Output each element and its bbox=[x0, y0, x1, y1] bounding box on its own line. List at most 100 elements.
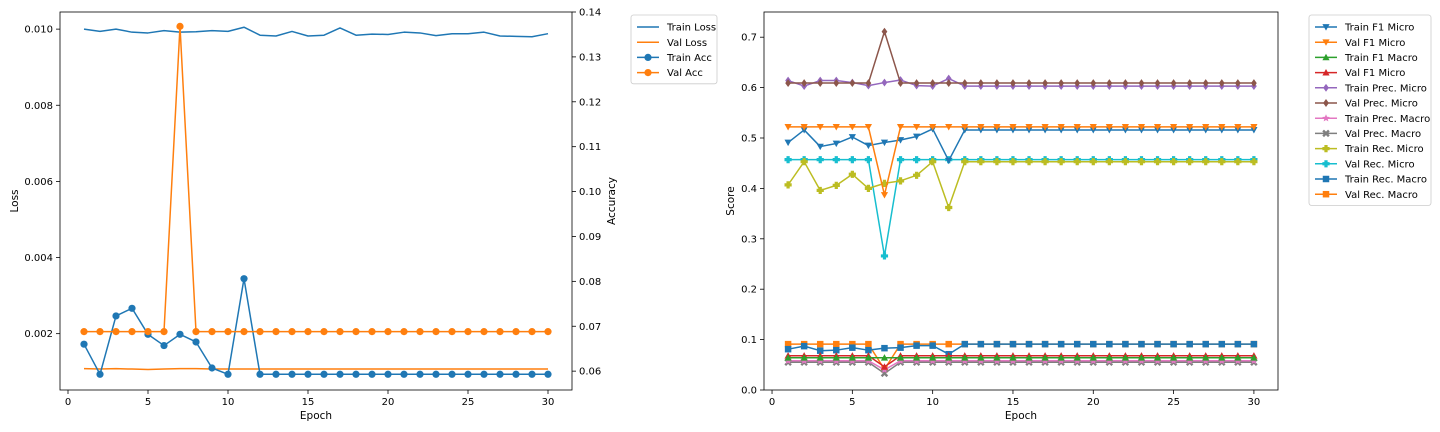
data-point bbox=[1025, 354, 1033, 361]
series-line bbox=[83, 277, 548, 376]
data-point bbox=[1153, 158, 1162, 166]
data-point bbox=[1234, 158, 1242, 166]
y2-tick-label: 0.09 bbox=[579, 232, 601, 243]
data-point bbox=[945, 74, 952, 83]
y2-tick-label: 0.08 bbox=[579, 277, 601, 288]
data-point bbox=[832, 354, 840, 361]
data-point bbox=[784, 340, 792, 348]
data-point bbox=[1234, 354, 1242, 361]
data-point bbox=[96, 370, 104, 378]
data-point bbox=[800, 124, 808, 131]
data-point bbox=[1202, 124, 1210, 131]
legend-swatch-marker bbox=[1322, 69, 1330, 76]
series-train-rec-micro bbox=[784, 158, 1258, 212]
legend-label: Val F1 Micro bbox=[1345, 38, 1405, 49]
data-point bbox=[1057, 158, 1065, 166]
data-point bbox=[1041, 340, 1049, 348]
y-tick-label: 0.1 bbox=[741, 335, 757, 346]
data-point bbox=[240, 275, 248, 283]
data-point bbox=[816, 124, 824, 131]
data-point bbox=[912, 156, 921, 164]
plot-frame bbox=[59, 11, 573, 391]
legend-label: Train Rec. Micro bbox=[1344, 144, 1424, 155]
y2-tick-label: 0.13 bbox=[579, 52, 601, 63]
legend-frame bbox=[630, 14, 718, 85]
y-tick-label: 0.010 bbox=[24, 25, 53, 36]
data-point bbox=[833, 79, 840, 88]
plot-frame bbox=[763, 11, 1279, 391]
data-point bbox=[544, 370, 552, 378]
data-point bbox=[881, 27, 888, 36]
data-point bbox=[977, 158, 985, 166]
data-point bbox=[1234, 340, 1242, 348]
data-point bbox=[832, 124, 840, 131]
data-point bbox=[1153, 124, 1162, 131]
data-point bbox=[1105, 158, 1113, 166]
data-point bbox=[929, 124, 937, 131]
data-point bbox=[1105, 124, 1113, 131]
data-point bbox=[912, 133, 921, 141]
data-point bbox=[1057, 354, 1065, 361]
legend-swatch-marker bbox=[1322, 190, 1330, 198]
legend: Train Loss Val Loss Train Acc Val Acc bbox=[630, 14, 718, 85]
data-point bbox=[1234, 79, 1241, 88]
data-point bbox=[800, 354, 808, 361]
data-point bbox=[1218, 354, 1226, 361]
data-point bbox=[1202, 158, 1210, 166]
legend-swatch-marker bbox=[1322, 145, 1330, 153]
data-point bbox=[896, 177, 905, 185]
data-point bbox=[912, 354, 921, 361]
data-point bbox=[993, 124, 1001, 131]
data-point bbox=[832, 181, 840, 189]
y-tick-label: 0.0 bbox=[741, 386, 757, 397]
legend-swatch-marker bbox=[644, 69, 652, 77]
data-point bbox=[160, 341, 168, 350]
data-point bbox=[912, 171, 921, 179]
legend-label: Train Acc bbox=[666, 53, 712, 64]
y-tick-label: 0.6 bbox=[741, 83, 757, 94]
x-tick-label: 20 bbox=[382, 397, 395, 408]
data-point bbox=[913, 79, 920, 88]
data-point bbox=[1090, 79, 1097, 88]
data-point bbox=[368, 370, 376, 378]
data-point bbox=[929, 354, 937, 361]
x-axis-label: Epoch bbox=[300, 410, 332, 422]
data-point bbox=[528, 328, 536, 336]
data-point bbox=[801, 79, 808, 88]
data-point bbox=[785, 79, 791, 88]
data-point bbox=[945, 203, 953, 212]
data-point bbox=[320, 328, 328, 336]
data-point bbox=[865, 79, 872, 88]
loss-accuracy-chart: 0 5 10 15 20 25 30 0.002 0.004 0.006 0.008 0.010 0.0… bbox=[9, 8, 718, 422]
data-point bbox=[112, 328, 120, 336]
legend-label: Val Rec. Micro bbox=[1345, 159, 1415, 170]
data-point bbox=[464, 328, 472, 336]
data-point bbox=[1250, 354, 1258, 361]
data-point bbox=[1121, 158, 1130, 166]
data-point bbox=[865, 340, 872, 348]
legend-swatch-marker bbox=[1322, 129, 1330, 138]
data-point bbox=[849, 344, 856, 351]
series-val-prec-micro bbox=[785, 27, 1257, 88]
data-point bbox=[304, 370, 312, 378]
series-val-rec-micro bbox=[784, 156, 1258, 260]
legend-label: Val Loss bbox=[667, 38, 707, 49]
legend-label: Val F1 Micro bbox=[1345, 68, 1405, 79]
series-line bbox=[83, 367, 548, 371]
y-tick-label: 0.008 bbox=[24, 101, 53, 112]
data-point bbox=[896, 124, 905, 131]
y-axis-label: Score bbox=[725, 186, 737, 215]
data-point bbox=[144, 328, 152, 336]
y2-tick-label: 0.14 bbox=[579, 8, 601, 19]
data-point bbox=[864, 142, 873, 150]
y2-tick-label: 0.10 bbox=[579, 187, 601, 198]
data-point bbox=[416, 370, 424, 378]
data-point bbox=[977, 354, 985, 361]
data-point bbox=[1250, 124, 1258, 131]
data-point bbox=[256, 370, 264, 378]
data-point bbox=[528, 370, 536, 378]
data-point bbox=[912, 124, 921, 131]
data-point bbox=[849, 340, 856, 348]
data-point bbox=[961, 79, 968, 88]
data-point bbox=[816, 340, 824, 348]
